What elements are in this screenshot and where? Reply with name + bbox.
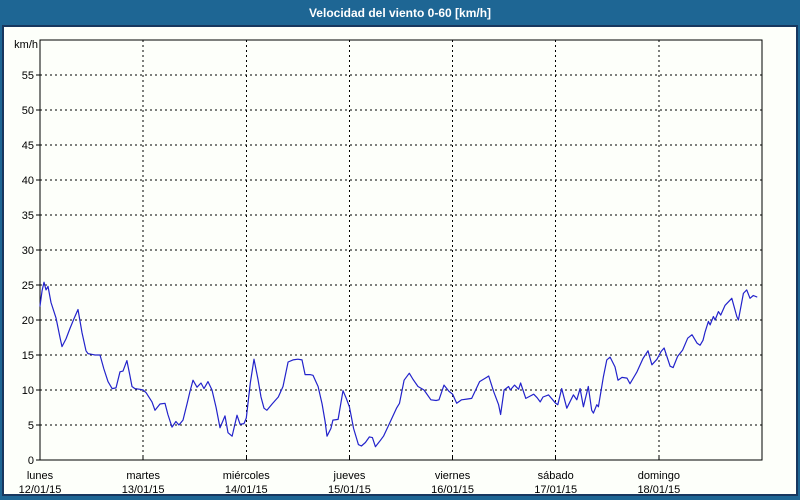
- y-tick-label: 5: [28, 420, 34, 432]
- chart-panel: km/h 0 5 10 15 20 25 30 35 40 45 50 55 lunes 12/01/15…: [2, 25, 798, 496]
- y-tick-label: 50: [22, 105, 34, 117]
- day-name-label: lunes: [27, 470, 54, 482]
- day-name-label: martes: [126, 470, 160, 482]
- y-tick-label: 55: [22, 70, 34, 82]
- y-tick-label: 35: [22, 210, 34, 222]
- chart-title: Velocidad del viento 0-60 [km/h]: [308, 6, 492, 20]
- day-date-label: 15/01/15: [328, 484, 371, 494]
- day-date-label: 18/01/15: [637, 484, 680, 494]
- wind-speed-line: [39, 281, 758, 448]
- day-date-label: 14/01/15: [225, 484, 268, 494]
- day-date-label: 12/01/15: [19, 484, 62, 494]
- y-tick-label: 40: [22, 175, 34, 187]
- day-date-label: 16/01/15: [431, 484, 474, 494]
- y-tick-label: 20: [22, 315, 34, 327]
- axis-ticks: [36, 74, 763, 461]
- day-name-label: domingo: [638, 470, 680, 482]
- x-day-labels: lunes 12/01/15 martes 13/01/15 miércoles 14/0…: [19, 470, 681, 494]
- y-tick-label: 25: [22, 280, 34, 292]
- y-tick-label: 15: [22, 350, 34, 362]
- y-tick-label: 10: [22, 385, 34, 397]
- wind-speed-chart: 0 5 10 15 20 25 30 35 40 45 50 55 lunes 12/01/15 marte…: [19, 39, 763, 494]
- day-date-label: 13/01/15: [122, 484, 165, 494]
- y-tick-label: 45: [22, 140, 34, 152]
- day-name-label: jueves: [333, 470, 366, 482]
- day-name-label: viernes: [435, 470, 471, 482]
- y-tick-label: 0: [28, 455, 34, 467]
- y-tick-labels: 0 5 10 15 20 25 30 35 40 45 50 55: [22, 70, 34, 467]
- day-name-label: miércoles: [223, 470, 271, 482]
- y-axis-unit-label: km/h: [14, 39, 38, 51]
- y-tick-label: 30: [22, 245, 34, 257]
- day-name-label: sábado: [538, 470, 574, 482]
- chart-titlebar: Velocidad del viento 0-60 [km/h]: [0, 0, 800, 25]
- day-date-label: 17/01/15: [534, 484, 577, 494]
